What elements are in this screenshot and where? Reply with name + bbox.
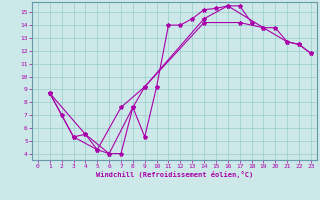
X-axis label: Windchill (Refroidissement éolien,°C): Windchill (Refroidissement éolien,°C) (96, 171, 253, 178)
